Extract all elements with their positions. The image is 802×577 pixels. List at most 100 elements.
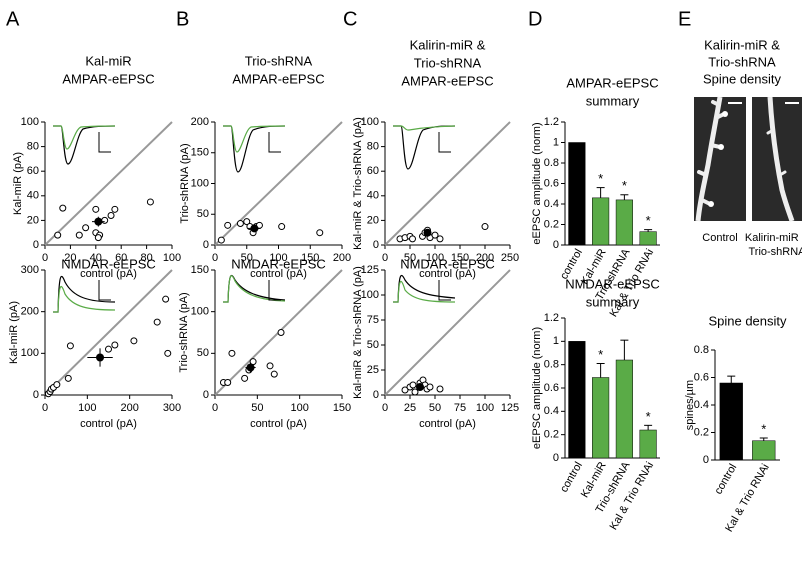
trace — [393, 125, 456, 170]
y-tick-label: 40 — [367, 190, 379, 202]
y-tick-label: 0.2 — [544, 218, 559, 230]
data-point — [53, 381, 61, 389]
image-label: Control — [702, 232, 737, 244]
data-point — [162, 295, 170, 303]
y-tick-label: 50 — [197, 347, 209, 359]
mean-point — [94, 217, 103, 226]
x-tick-label: 300 — [163, 402, 181, 414]
significance: * — [598, 171, 603, 186]
significance: * — [622, 178, 627, 193]
y-axis-label: Kal-miR (pA) — [8, 301, 20, 364]
data-point — [436, 235, 444, 243]
scale-bar — [438, 280, 451, 301]
y-tick-label: 0.6 — [544, 177, 559, 189]
y-tick-label: 0.2 — [544, 429, 559, 441]
identity-line — [44, 121, 173, 246]
bar — [568, 142, 586, 246]
inset-traces — [223, 274, 286, 303]
data-point — [101, 216, 109, 224]
data-point — [270, 370, 278, 378]
scale-bar — [268, 280, 281, 301]
inset-traces — [393, 274, 456, 303]
x-tick-label: 200 — [120, 402, 138, 414]
chart-title: Kal-miR — [85, 53, 131, 68]
mean-point — [96, 353, 105, 362]
inset-traces — [223, 125, 286, 173]
y-tick-label: 80 — [367, 141, 379, 153]
panel-letter: B — [176, 8, 189, 30]
x-tick-label: 150 — [301, 252, 319, 264]
scale-bar — [98, 132, 111, 153]
bar — [752, 440, 776, 461]
panel-letter: C — [343, 8, 357, 30]
image-title: Kalirin-miR & — [704, 37, 780, 52]
chart-title: summary — [586, 294, 640, 309]
identity-line — [214, 121, 343, 246]
y-tick-label: 0.4 — [694, 399, 709, 411]
y-tick-label: 0.6 — [694, 371, 709, 383]
y-tick-label: 0 — [33, 239, 39, 251]
y-axis-label: Kal-miR (pA) — [12, 152, 24, 215]
y-tick-label: 50 — [197, 208, 209, 220]
chart-title: AMPAR-eEPSC — [62, 71, 154, 86]
panel-letter: E — [678, 8, 691, 30]
chart-title: NMDAR-eEPSC — [61, 256, 156, 271]
mean-point — [423, 228, 432, 237]
data-point — [111, 205, 119, 213]
data-point — [277, 329, 285, 336]
x-tick-label: 0 — [42, 402, 48, 414]
data-point — [401, 386, 409, 394]
y-tick-label: 60 — [367, 165, 379, 177]
data-point — [130, 337, 138, 345]
chart-title: NMDAR-eEPSC — [565, 276, 660, 291]
y-tick-label: 1 — [553, 136, 559, 148]
y-tick-label: 0 — [203, 239, 209, 251]
y-tick-label: 0.8 — [544, 157, 559, 169]
y-tick-label: 25 — [367, 364, 379, 376]
y-tick-label: 50 — [367, 339, 379, 351]
y-tick-label: 0.8 — [544, 359, 559, 371]
data-point — [481, 223, 489, 231]
y-tick-label: 20 — [27, 214, 39, 226]
y-tick-label: 0 — [203, 389, 209, 401]
y-tick-label: 1.2 — [544, 312, 559, 324]
data-point — [224, 379, 232, 386]
y-axis-label: Kal-miR & Trio-shRNA (pA) — [352, 117, 364, 250]
data-point — [75, 231, 83, 239]
y-tick-label: 150 — [191, 264, 209, 276]
data-point — [431, 231, 439, 239]
identity-line — [384, 269, 511, 396]
x-tick-label: 0 — [212, 402, 218, 414]
y-tick-label: 0 — [33, 389, 39, 401]
x-axis-label: control (pA) — [80, 268, 137, 280]
data-point — [241, 374, 249, 382]
x-axis-label: control (pA) — [250, 418, 307, 430]
x-tick-label: 200 — [476, 252, 494, 264]
data-point — [316, 229, 324, 237]
chart-title: AMPAR-eEPSC — [566, 75, 658, 90]
image-label: Trio-shRNA — [748, 246, 802, 258]
panel-letter: D — [528, 8, 542, 30]
chart-title: NMDAR-eEPSC — [231, 256, 326, 271]
chart-title: Kalirin-miR & — [410, 37, 486, 52]
x-tick-label: 250 — [501, 252, 519, 264]
y-tick-label: 0 — [373, 389, 379, 401]
y-tick-label: 0.2 — [694, 426, 709, 438]
bar — [639, 231, 657, 246]
significance: * — [761, 421, 766, 436]
data-point — [92, 205, 100, 213]
mean-point — [246, 363, 255, 372]
y-tick-label: 60 — [27, 165, 39, 177]
y-tick-label: 0 — [553, 452, 559, 464]
x-tick-label: 100 — [163, 252, 181, 264]
data-point — [64, 374, 72, 382]
mean-point — [250, 224, 259, 233]
mean-point — [416, 383, 424, 391]
trace — [393, 125, 456, 131]
y-axis-label: eEPSC amplitude (norm) — [531, 327, 543, 449]
x-tick-label: 200 — [333, 252, 351, 264]
x-axis-label: control (pA) — [250, 268, 307, 280]
y-tick-label: 0.4 — [544, 198, 559, 210]
x-tick-label: 100 — [269, 252, 287, 264]
data-point — [164, 349, 172, 357]
